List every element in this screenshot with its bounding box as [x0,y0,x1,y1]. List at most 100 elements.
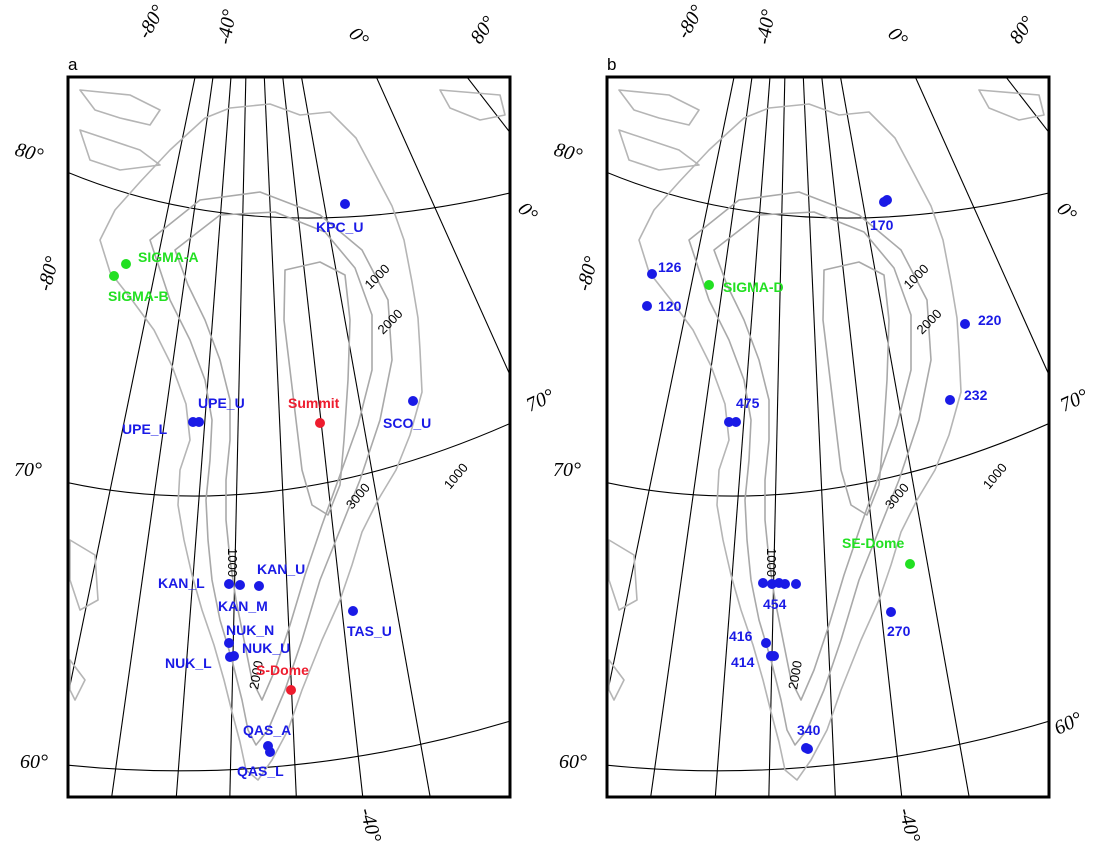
station-label-270: 270 [887,623,911,639]
station-label-126: 126 [658,259,682,275]
station-marker-220[interactable] [960,319,970,329]
lat-label: 70° [523,385,558,417]
graticule-a [68,77,510,797]
lon-label: 80° [466,12,500,48]
station-marker-nuk-l[interactable] [225,652,235,662]
station-label-upe-l: UPE_L [122,421,168,437]
station-label-416: 416 [729,628,753,644]
station-marker-475[interactable] [724,417,734,427]
contour-label: 3000 [343,480,373,512]
station-marker-nuk-n[interactable] [224,638,234,648]
station-marker-sigma-b[interactable] [109,271,119,281]
station-label-170: 170 [870,217,894,233]
lat-label: 60° [559,751,587,773]
station-label-120: 120 [658,298,682,314]
lon-label: 0° [883,23,911,51]
stations-b: 170 126 SIGMA-D 120 220 475 232 SE-Dome … [642,195,1002,754]
lon-label: -80° [573,254,603,293]
station-marker-s-dome[interactable] [286,685,296,695]
station-label-nuk-u: NUK_U [242,640,290,656]
station-marker-kan-l[interactable] [224,579,234,589]
station-marker-sigma-a[interactable] [121,259,131,269]
station-label-454: 454 [763,596,787,612]
station-marker-416[interactable] [761,638,771,648]
lat-label: 80° [13,139,46,167]
station-marker-340b[interactable] [803,744,813,754]
graticule-b [607,77,1049,797]
station-marker-upe-l[interactable] [194,417,204,427]
contour-label: 1000 [901,261,932,292]
lat-label: 70° [553,459,581,481]
station-label-s-dome: S-Dome [256,662,309,678]
lat-label: 70° [14,459,42,481]
station-label-kan-u: KAN_U [257,561,305,577]
station-label-232: 232 [964,387,988,403]
stations-a: SIGMA-A SIGMA-B KPC_U UPE_U UPE_L Summit… [108,199,431,779]
contour-label: 1000 [441,460,471,492]
panel-letter-a: a [68,55,78,74]
station-marker-kan-m[interactable] [235,580,245,590]
lat-label: 80° [552,139,585,167]
station-label-sigma-b: SIGMA-B [108,288,169,304]
station-label-kan-m: KAN_M [218,598,268,614]
contour-label: 1000 [362,261,393,292]
panel-letter-b: b [607,55,616,74]
map-frame-a [66,75,512,799]
station-marker-454e[interactable] [791,579,801,589]
contour-label: 3000 [882,480,912,512]
station-label-340: 340 [797,722,821,738]
station-marker-sco-u[interactable] [408,396,418,406]
station-marker-414b[interactable] [769,651,779,661]
station-marker-475b[interactable] [731,417,741,427]
coastline-a [69,89,506,781]
station-label-sco-u: SCO_U [383,415,431,431]
lon-label: -40° [894,806,924,845]
lon-label: -40° [213,8,241,46]
station-marker-454a[interactable] [758,578,768,588]
station-marker-232[interactable] [945,395,955,405]
lon-label: -80° [672,1,708,42]
station-marker-kpc-u[interactable] [340,199,350,209]
station-label-kan-l: KAN_L [158,575,205,591]
station-label-nuk-l: NUK_L [165,655,212,671]
station-marker-kan-u[interactable] [254,581,264,591]
station-label-nuk-n: NUK_N [226,622,274,638]
station-marker-qas-l[interactable] [265,747,275,757]
contour-label: 1000 [980,460,1010,492]
lon-label: -40° [355,806,385,845]
lon-label: -40° [752,8,780,46]
contour-label: 2000 [785,659,805,690]
lon-label: 0° [1052,198,1080,226]
map-frame-b [605,75,1051,799]
station-label-220: 220 [978,312,1002,328]
lat-label: 60° [1051,708,1086,740]
lon-label: 0° [344,23,372,51]
map-panel-a: a [13,1,558,845]
contour-label: 2000 [246,659,266,690]
contour-label: 1000 [225,548,240,577]
station-marker-270[interactable] [886,607,896,617]
station-label-sigma-d: SIGMA-D [723,279,784,295]
station-marker-120[interactable] [642,301,652,311]
station-label-kpc-u: KPC_U [316,219,363,235]
contours-b [688,191,932,746]
lon-label: -80° [34,254,64,293]
map-panel-b: b [552,1,1092,845]
station-marker-454d[interactable] [780,579,790,589]
station-label-qas-l: QAS_L [237,763,284,779]
station-label-se-dome: SE-Dome [842,535,904,551]
station-label-qas-a: QAS_A [243,722,291,738]
station-label-475: 475 [736,395,760,411]
station-marker-sigma-d[interactable] [704,280,714,290]
station-marker-tas-u[interactable] [348,606,358,616]
station-marker-126[interactable] [647,269,657,279]
station-label-414: 414 [731,654,755,670]
station-marker-se-dome[interactable] [905,559,915,569]
contours-a [149,191,393,746]
lon-label: -80° [133,1,169,42]
station-label-summit: Summit [288,395,340,411]
station-marker-summit[interactable] [315,418,325,428]
lat-label: 70° [1057,385,1092,417]
station-marker-170b[interactable] [882,195,892,205]
